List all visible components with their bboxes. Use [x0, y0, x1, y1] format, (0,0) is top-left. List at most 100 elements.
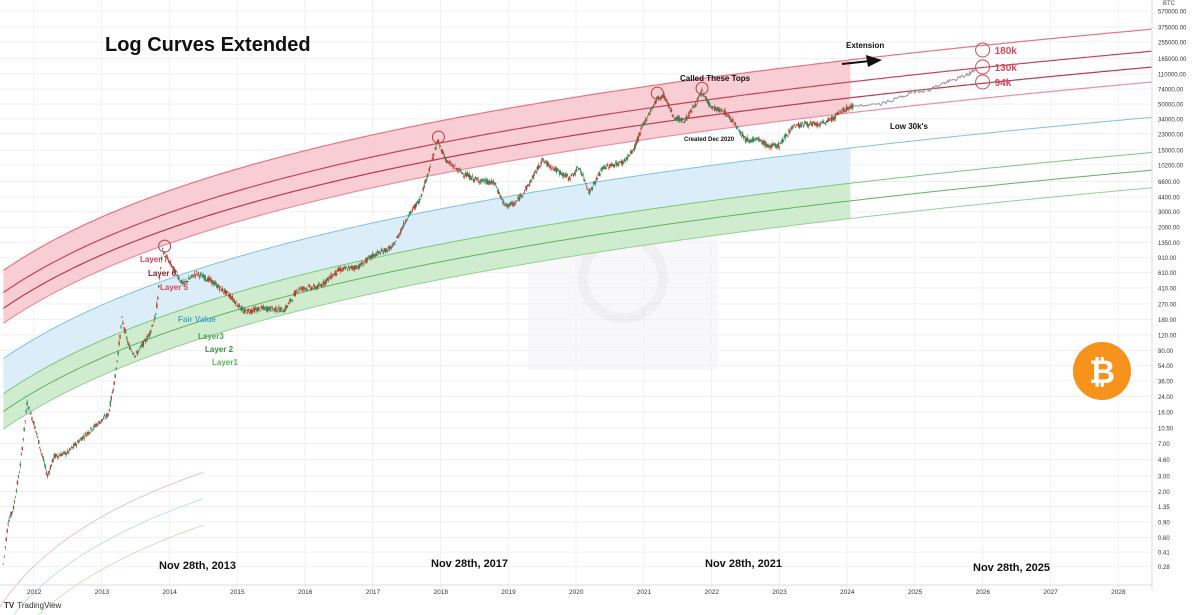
price-candle-body [96, 423, 98, 425]
price-candle-body [769, 145, 771, 147]
price-candle-body [277, 310, 279, 312]
price-candle-body [847, 107, 849, 110]
price-candle-body [220, 288, 223, 292]
price-candle-body [558, 170, 561, 175]
price-candle-body [711, 106, 714, 109]
price-candle-body [108, 409, 111, 412]
price-candle-body [547, 162, 549, 167]
price-candle-body [210, 278, 212, 282]
y-tick-label: 54.00 [1158, 364, 1174, 370]
price-candle-body [447, 161, 449, 163]
price-candle-body [254, 308, 257, 310]
price-candle-body [343, 266, 346, 268]
price-candle-body [758, 138, 760, 142]
price-candle-body [311, 288, 314, 289]
price-candle-body [401, 228, 403, 230]
price-candle-body [425, 179, 427, 182]
price-candle-body [443, 155, 446, 158]
price-candle-body [251, 310, 254, 313]
price-candle-body [575, 168, 578, 172]
price-candle-body [722, 113, 724, 115]
price-candle-body [809, 121, 811, 123]
price-candle-body [800, 123, 803, 127]
price-candle-body [701, 89, 703, 91]
price-candle-body [515, 201, 517, 203]
price-candle-body [794, 125, 796, 126]
price-candle-body [524, 187, 527, 188]
price-candle-body [368, 256, 370, 258]
price-candle-body [820, 122, 822, 124]
price-candle-body [599, 173, 601, 175]
price-candle-body [132, 353, 135, 355]
date-label-2025: Nov 28th, 2025 [973, 562, 1050, 574]
price-candle-body [262, 306, 265, 309]
price-candle-body [122, 322, 124, 325]
price-candle-body [175, 270, 177, 272]
price-candle-body [850, 105, 852, 107]
y-tick-label: 80.00 [1158, 349, 1174, 355]
price-candle-body [439, 146, 442, 147]
price-candle-body [789, 130, 791, 133]
band-label: Layer3 [198, 332, 224, 341]
price-candle-body [708, 102, 711, 106]
price-candle-body [416, 201, 418, 203]
price-candle-body [66, 453, 68, 455]
price-candle-body [752, 138, 754, 142]
price-candle-body [109, 401, 112, 407]
price-candle-body [756, 138, 758, 140]
price-candle-body [257, 307, 260, 312]
price-candle-body [335, 270, 337, 275]
price-candle-body [614, 164, 616, 167]
price-candle-body [487, 179, 489, 185]
price-candle-body [788, 130, 790, 133]
price-candle-body [495, 187, 498, 189]
band-curve-line [3, 116, 1153, 359]
y-tick-label: 1350.00 [1158, 241, 1180, 247]
price-candle-body [553, 168, 555, 170]
price-candle-body [822, 121, 824, 123]
price-candle-body [150, 330, 152, 332]
price-candle-body [680, 117, 683, 123]
price-candle-body [205, 279, 207, 281]
price-candle-body [440, 148, 443, 153]
y-tick-label: 0.41 [1158, 551, 1170, 557]
price-candle-body [710, 107, 713, 109]
price-candle-body [801, 122, 804, 124]
price-candle-body [836, 113, 838, 115]
price-candle-body [224, 289, 227, 295]
price-candle-body [119, 334, 121, 339]
price-candle-body [159, 267, 162, 268]
band-label: Layer 6 [148, 269, 177, 278]
price-candle-body [32, 420, 34, 423]
price-candle-body [478, 181, 480, 183]
price-candle-body [340, 268, 342, 272]
price-candle-body [77, 441, 80, 444]
price-candle-body [483, 181, 485, 183]
low-annotation: Low 30k's [890, 122, 928, 131]
price-candle-body [426, 174, 428, 178]
price-candle-body [386, 250, 388, 252]
price-candle-body [312, 284, 315, 286]
price-candle-body [623, 159, 626, 162]
price-candle-body [123, 327, 125, 329]
price-candle-body [531, 176, 534, 178]
price-candle-body [147, 336, 149, 337]
date-label-2017: Nov 28th, 2017 [431, 558, 508, 570]
price-candle-body [351, 266, 354, 269]
price-candle-body [692, 105, 695, 108]
price-candle-body [564, 173, 567, 178]
price-candle-body [359, 264, 361, 266]
target-label: 94k [995, 78, 1012, 89]
price-candle-body [204, 275, 206, 280]
price-candle-body [295, 290, 297, 292]
price-candle-body [281, 311, 284, 313]
price-candle-body [153, 321, 155, 323]
price-candle-body [530, 180, 533, 182]
price-candle-body [477, 179, 479, 182]
price-candle-body [842, 107, 845, 112]
price-candle-body [846, 106, 848, 111]
price-candle-body [449, 162, 451, 164]
price-candle-body [328, 276, 330, 278]
price-candle-body [522, 195, 524, 197]
price-candle-body [288, 300, 291, 302]
